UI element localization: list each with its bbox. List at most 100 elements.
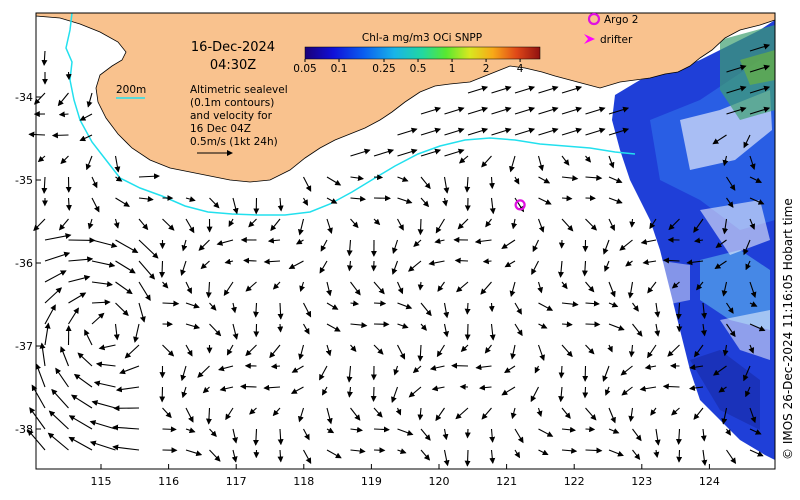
colorbar <box>304 46 541 60</box>
velocity-arrow <box>443 176 450 194</box>
velocity-arrow <box>689 364 704 371</box>
velocity-arrow <box>654 323 661 337</box>
velocity-arrow <box>138 196 154 203</box>
velocity-arrow <box>198 239 210 251</box>
velocity-arrow <box>420 148 442 157</box>
velocity-arrow <box>537 155 544 172</box>
velocity-arrow <box>252 302 259 318</box>
velocity-arrow <box>537 218 545 233</box>
velocity-arrow <box>397 176 409 182</box>
velocity-arrow <box>350 218 359 229</box>
velocity-arrow <box>243 257 257 264</box>
velocity-arrow <box>632 428 642 442</box>
sealevel-legend-line: 0.5m/s (1kt 24h) <box>190 136 278 148</box>
velocity-arrow <box>420 127 442 136</box>
velocity-arrow <box>209 449 221 462</box>
velocity-arrow <box>350 322 368 329</box>
velocity-arrow <box>303 449 312 464</box>
velocity-arrow <box>513 176 520 185</box>
velocity-arrow <box>460 344 469 352</box>
velocity-arrow <box>627 281 634 299</box>
velocity-arrow <box>712 134 727 145</box>
velocity-arrow <box>749 85 771 94</box>
velocity-arrow <box>531 260 539 275</box>
velocity-arrow <box>231 302 237 314</box>
velocity-arrow <box>270 363 281 370</box>
velocity-arrow <box>162 218 175 231</box>
velocity-arrow <box>79 134 93 142</box>
velocity-arrow <box>420 323 427 331</box>
velocity-arrow <box>585 218 598 231</box>
velocity-arrow <box>185 302 200 309</box>
longitude-axis: 115 116 117 118 119 120 121 122 123 124 <box>91 464 720 488</box>
velocity-arrow <box>429 364 445 371</box>
velocity-arrow <box>373 148 395 157</box>
velocity-arrow <box>267 237 281 244</box>
velocity-arrow <box>197 365 210 378</box>
velocity-arrow <box>561 85 583 94</box>
velocity-arrow <box>467 85 489 94</box>
velocity-arrow <box>514 302 522 315</box>
velocity-arrow <box>226 344 234 356</box>
velocity-arrow <box>654 428 661 446</box>
colorbar-tick-label: 0.25 <box>372 63 395 75</box>
velocity-arrow <box>647 281 657 294</box>
velocity-arrow <box>319 260 328 274</box>
velocity-arrow <box>58 111 69 118</box>
contour-legend-label: 200m <box>116 84 146 96</box>
velocity-arrow <box>443 323 450 338</box>
velocity-arrow <box>662 383 680 390</box>
velocity-arrow <box>320 239 328 252</box>
velocity-arrow <box>277 428 284 446</box>
velocity-arrow <box>585 281 595 293</box>
velocity-arrow <box>454 257 469 264</box>
velocity-arrow <box>91 260 116 268</box>
velocity-arrow <box>536 407 543 418</box>
velocity-arrow <box>219 385 234 392</box>
velocity-arrow <box>44 251 71 262</box>
velocity-arrow <box>585 407 597 421</box>
velocity-arrow <box>491 106 512 115</box>
velocity-arrow <box>726 176 736 191</box>
velocity-arrow <box>397 448 407 455</box>
velocity-arrow <box>180 365 187 382</box>
velocity-arrow <box>514 449 521 459</box>
velocity-arrow <box>650 407 657 416</box>
velocity-arrow <box>467 127 489 136</box>
velocity-arrow <box>209 428 217 438</box>
velocity-arrow <box>209 323 222 337</box>
velocity-arrow <box>232 197 239 215</box>
lon-tick-label: 121 <box>496 475 517 488</box>
velocity-arrow <box>218 365 234 372</box>
velocity-arrow <box>632 449 641 460</box>
velocity-arrow <box>481 407 492 420</box>
velocity-arrow <box>48 410 69 430</box>
velocity-arrow <box>436 344 445 358</box>
velocity-arrow <box>89 420 116 430</box>
velocity-arrow <box>538 85 559 94</box>
velocity-arrow <box>181 239 188 252</box>
velocity-arrow <box>28 131 46 138</box>
velocity-arrow <box>373 174 384 181</box>
velocity-arrow <box>86 92 93 108</box>
velocity-arrow <box>397 148 418 157</box>
velocity-arrow <box>113 323 120 341</box>
velocity-arrow <box>124 344 140 359</box>
velocity-arrow <box>532 239 539 253</box>
velocity-arrow <box>397 344 406 360</box>
velocity-arrow <box>489 428 496 443</box>
velocity-arrow <box>608 428 620 434</box>
velocity-arrow <box>608 127 630 136</box>
velocity-arrow <box>162 426 177 433</box>
velocity-arrow <box>228 218 235 227</box>
velocity-arrow <box>625 260 633 267</box>
lon-tick-label: 117 <box>226 475 247 488</box>
velocity-arrow <box>420 176 431 190</box>
velocity-arrow <box>456 281 469 293</box>
velocity-arrow <box>608 323 625 331</box>
velocity-arrow <box>640 238 657 245</box>
velocity-arrow <box>297 218 305 236</box>
velocity-arrow <box>561 447 578 454</box>
velocity-arrow <box>412 365 422 374</box>
